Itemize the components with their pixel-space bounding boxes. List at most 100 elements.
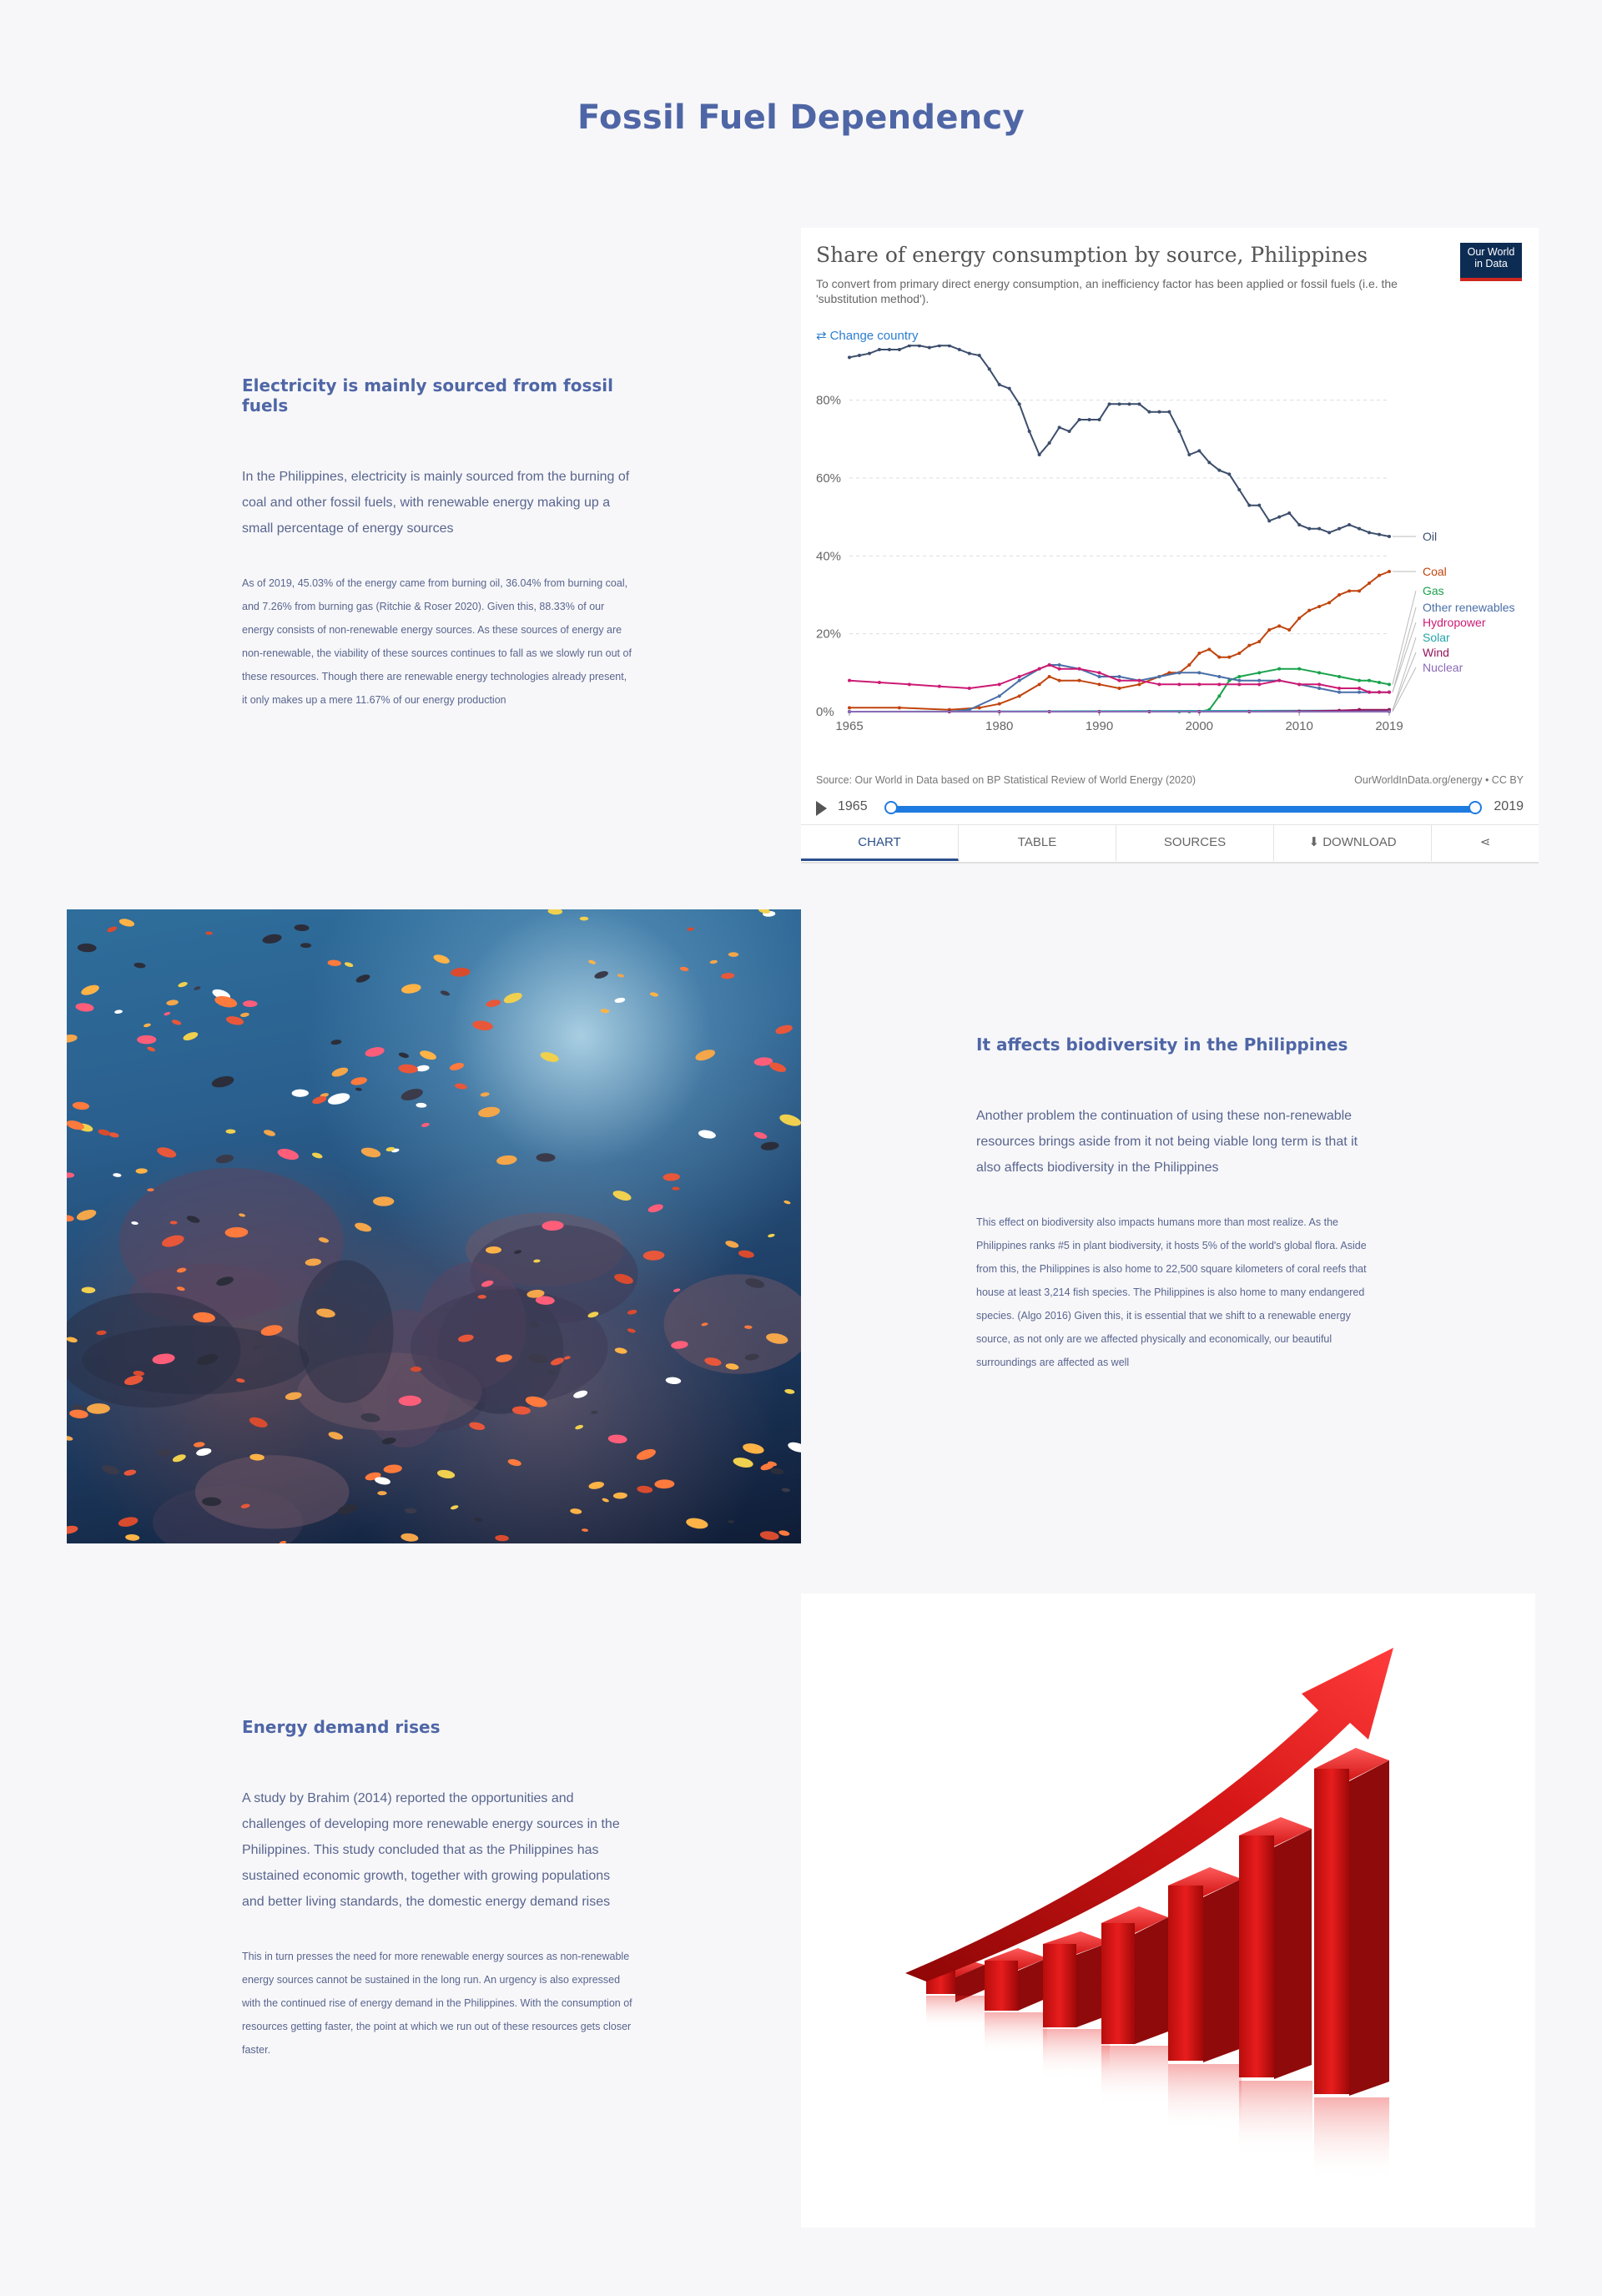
- fish: [758, 909, 770, 914]
- fish: [67, 1525, 78, 1534]
- data-point: [937, 684, 941, 688]
- page-title: Fossil Fuel Dependency: [577, 98, 1025, 137]
- data-point: [1157, 675, 1161, 678]
- fish: [573, 1390, 588, 1398]
- fish: [410, 1367, 422, 1372]
- data-point: [1017, 402, 1021, 406]
- tab-sources[interactable]: SOURCES: [1116, 825, 1274, 861]
- fish: [72, 1404, 86, 1412]
- fish: [647, 1204, 663, 1213]
- fish: [76, 1209, 97, 1221]
- section-heading: It affects biodiversity in the Philippin…: [976, 1035, 1348, 1055]
- reef-fish-illustration: [67, 909, 801, 1543]
- fish: [547, 909, 563, 915]
- fish: [526, 1289, 545, 1298]
- data-point: [877, 681, 881, 684]
- fish: [575, 1424, 584, 1430]
- fish: [277, 1148, 300, 1161]
- section-lead-text: A study by Brahim (2014) reported the op…: [242, 1791, 620, 1909]
- data-point: [1037, 453, 1041, 456]
- fish: [193, 1442, 205, 1448]
- fish: [194, 986, 201, 990]
- tab-download[interactable]: ⬇ DOWNLOAD: [1274, 825, 1432, 861]
- fish: [753, 1131, 768, 1140]
- data-point: [1257, 640, 1262, 643]
- data-point: [867, 351, 871, 355]
- data-point: [1237, 682, 1242, 687]
- fish: [511, 1406, 531, 1415]
- fish: [67, 1436, 73, 1441]
- data-point: [1097, 671, 1101, 675]
- fish: [783, 1200, 791, 1205]
- fish: [614, 1347, 627, 1354]
- change-country-link[interactable]: ⇄ Change country: [816, 328, 918, 343]
- timeline-slider[interactable]: 1965 2019: [816, 795, 1524, 820]
- fish: [225, 1129, 236, 1134]
- data-point: [1287, 628, 1292, 632]
- data-point: [1368, 582, 1372, 585]
- data-point: [1388, 710, 1391, 713]
- timeline-track[interactable]: [884, 801, 1482, 814]
- data-point: [1378, 573, 1382, 577]
- fish: [87, 1403, 110, 1414]
- data-point: [1077, 678, 1081, 682]
- chart-license[interactable]: OurWorldInData.org/energy • CC BY: [1354, 774, 1524, 786]
- fish: [114, 1010, 123, 1015]
- data-point: [1227, 472, 1232, 476]
- fish: [249, 1417, 268, 1427]
- data-point: [1317, 687, 1322, 690]
- fish: [355, 1222, 372, 1232]
- fish: [602, 1498, 609, 1503]
- tab-share[interactable]: ⋖: [1432, 825, 1539, 861]
- data-point: [1277, 667, 1282, 671]
- data-point: [1117, 402, 1121, 406]
- data-point: [1378, 532, 1382, 536]
- timeline-start-handle[interactable]: [884, 801, 898, 814]
- fish: [327, 1093, 350, 1105]
- download-icon: ⬇: [1308, 835, 1323, 849]
- y-tick-label: 0%: [816, 705, 834, 719]
- fish: [612, 1191, 632, 1201]
- fish: [617, 974, 625, 978]
- tab-chart[interactable]: CHART: [801, 825, 959, 861]
- data-point: [1368, 690, 1372, 694]
- play-icon[interactable]: [816, 801, 827, 816]
- timeline-end-handle[interactable]: [1468, 801, 1482, 814]
- fish: [744, 1353, 759, 1361]
- fish: [214, 995, 238, 1008]
- data-point: [907, 345, 911, 348]
- tab-table[interactable]: TABLE: [959, 825, 1116, 861]
- fish: [285, 1392, 302, 1400]
- fish: [252, 1345, 261, 1350]
- fish: [178, 982, 188, 988]
- data-point: [1187, 453, 1191, 456]
- fish: [318, 1237, 330, 1243]
- fish: [451, 967, 471, 977]
- fish: [280, 1540, 287, 1543]
- fish: [161, 1235, 184, 1247]
- share-icon: ⋖: [1479, 835, 1491, 849]
- data-point: [877, 348, 881, 351]
- fish: [481, 1280, 494, 1287]
- fish: [193, 1312, 215, 1323]
- data-point: [848, 706, 851, 710]
- fish: [769, 1468, 784, 1475]
- data-point: [977, 354, 981, 357]
- fish: [540, 1052, 559, 1062]
- data-point: [1277, 624, 1282, 628]
- data-point: [1247, 503, 1252, 507]
- fish: [400, 1089, 423, 1100]
- fish: [725, 1241, 739, 1248]
- fish: [457, 1334, 474, 1342]
- fish: [125, 1533, 140, 1541]
- change-country-label: Change country: [829, 329, 919, 343]
- fish: [381, 1438, 396, 1445]
- fish: [743, 1443, 764, 1454]
- data-point: [1388, 570, 1391, 573]
- fish: [450, 1505, 459, 1510]
- fish: [768, 1233, 775, 1238]
- data-point: [1307, 608, 1312, 612]
- fish: [778, 1530, 790, 1536]
- owid-logo[interactable]: Our World in Data: [1460, 243, 1522, 281]
- fish: [627, 1328, 636, 1333]
